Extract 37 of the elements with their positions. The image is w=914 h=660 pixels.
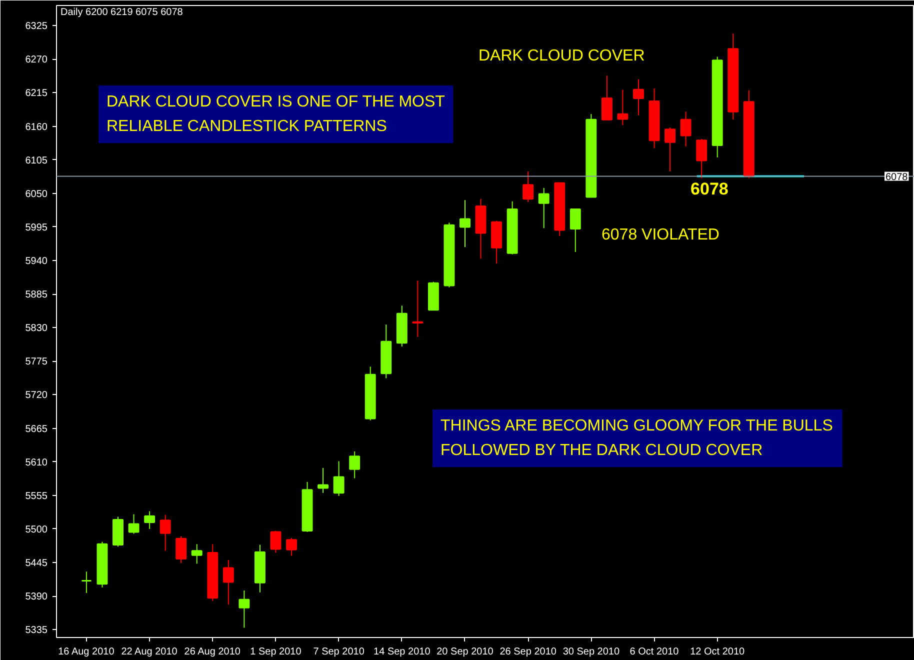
y-tick-label: 6215 xyxy=(25,88,48,100)
y-tick-label: 6270 xyxy=(25,54,48,66)
annotation: DARK CLOUD COVER xyxy=(478,48,645,64)
chart-title: Daily 6200 6219 6075 6078 xyxy=(60,7,184,18)
x-tick-label: 1 Sep 2010 xyxy=(250,646,302,658)
y-tick-label: 5555 xyxy=(25,490,48,502)
x-tick-label: 14 Sep 2010 xyxy=(374,646,431,658)
y-tick-label: 5885 xyxy=(25,290,48,301)
x-tick-label: 26 Aug 2010 xyxy=(184,646,241,658)
y-tick-label: 6160 xyxy=(25,122,48,133)
x-tick-label: 20 Sep 2010 xyxy=(436,646,494,658)
y-tick-label: 5995 xyxy=(25,222,48,234)
y-tick-label: 6105 xyxy=(25,155,48,166)
y-tick-label: 5830 xyxy=(25,323,48,334)
y-tick-label: 5775 xyxy=(25,356,48,368)
annotation: 6078 VIOLATED xyxy=(602,226,720,244)
y-tick-label: 5500 xyxy=(25,524,48,536)
x-tick-label: 12 Oct 2010 xyxy=(690,646,746,658)
x-tick-label: 6 Oct 2010 xyxy=(630,646,680,658)
y-tick-label: 6050 xyxy=(25,188,48,200)
y-tick-label: 5720 xyxy=(25,390,48,402)
y-tick-label: 5390 xyxy=(25,592,48,603)
ref-line-label: 6078 xyxy=(690,179,728,198)
annotation: DARK CLOUD COVER IS ONE OF THE MOST RELIABLE CANDLESTICK PATTERNS xyxy=(106,94,446,136)
ref-line-label: 6078 xyxy=(886,172,908,183)
x-tick-label: 30 Sep 2010 xyxy=(562,646,620,658)
x-tick-label: 22 Aug 2010 xyxy=(121,646,178,658)
y-tick-label: 5610 xyxy=(25,457,48,468)
y-tick-label: 5940 xyxy=(25,256,48,267)
x-tick-label: 26 Sep 2010 xyxy=(500,646,557,658)
x-tick-label: 7 Sep 2010 xyxy=(313,646,365,658)
y-tick-label: 5665 xyxy=(25,424,48,435)
y-tick-label: 6325 xyxy=(25,21,48,32)
x-tick-label: 16 Aug 2010 xyxy=(58,646,115,658)
annotation: THINGS ARE BECOMING GLOOMY FOR THE BULLS FOLLOWED BY THE DARK CLOUD COVER xyxy=(440,418,833,460)
y-tick-label: 5335 xyxy=(25,625,48,636)
y-tick-label: 5445 xyxy=(25,558,48,569)
